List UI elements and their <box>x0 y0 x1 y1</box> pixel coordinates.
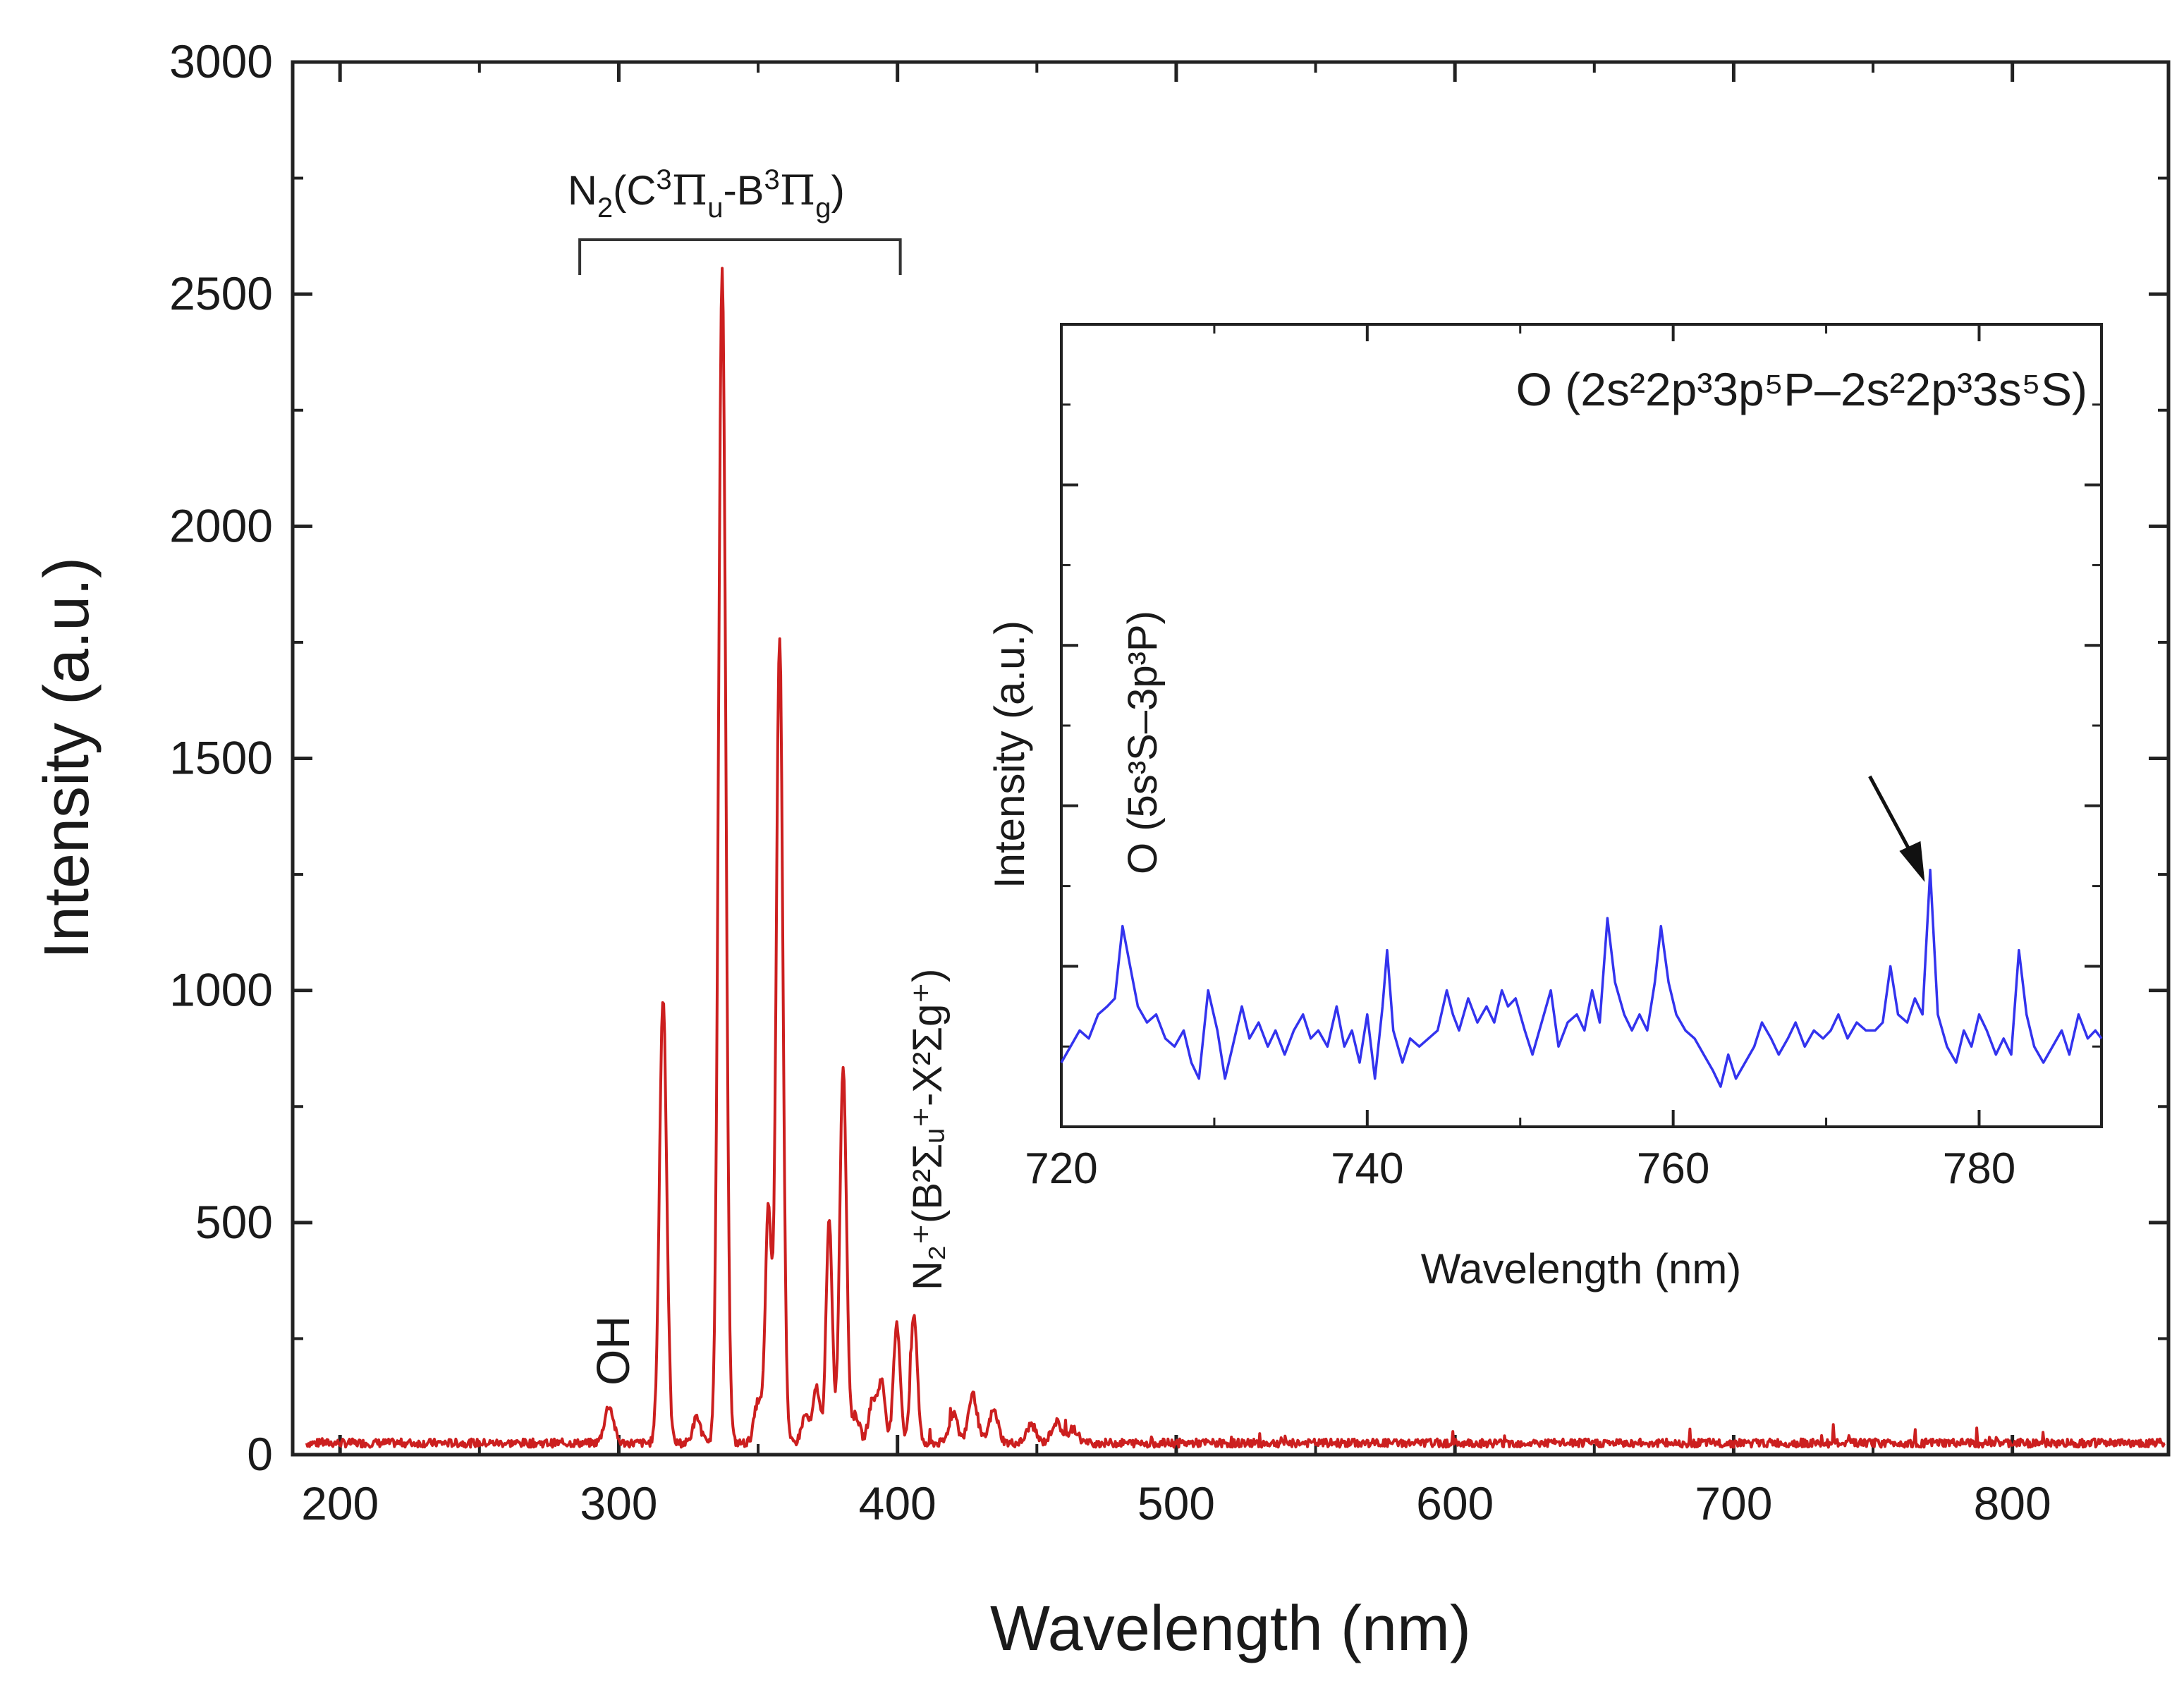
inset-x-tick-label: 740 <box>1331 1144 1403 1193</box>
inset-y-axis-title: Intensity (a.u.) <box>986 621 1033 888</box>
arrow-head <box>1899 841 1925 882</box>
main-y-tick-label: 0 <box>247 1428 273 1480</box>
main-x-tick-label: 700 <box>1695 1477 1772 1529</box>
inset-y-axis <box>1061 403 2101 1048</box>
main-spectrum-line <box>305 267 2166 1449</box>
main-x-tick-label: 200 <box>301 1477 379 1529</box>
inset-plot-background <box>1061 324 2101 1127</box>
inset-x-axis: 720 740 760 780 <box>1025 324 2015 1193</box>
main-plot: 200 300 400 500 600 700 800 0 500 1000 1500 2000 25… <box>32 35 2171 1664</box>
main-x-tick-label: 600 <box>1416 1477 1494 1529</box>
inset-x-tick-label: 780 <box>1943 1144 2015 1193</box>
main-x-tick-label: 300 <box>580 1477 657 1529</box>
oxygen-725-label: O (5s³S–3p³P) <box>1120 611 1166 874</box>
main-y-tick-label: 3000 <box>169 35 273 87</box>
inset-x-tick-label: 760 <box>1637 1144 1709 1193</box>
main-y-axis: 0 500 1000 1500 2000 2500 3000 <box>169 35 2168 1480</box>
main-y-axis-title: Intensity (a.u.) <box>32 557 102 959</box>
main-x-axis-title: Wavelength (nm) <box>990 1594 1471 1664</box>
main-x-tick-label: 400 <box>859 1477 937 1529</box>
oxygen-777-label: O (2s²2p³3p⁵P–2s²2p³3s⁵S) <box>1516 363 2087 415</box>
main-y-tick-label: 1000 <box>169 964 273 1016</box>
main-x-tick-label: 500 <box>1137 1477 1215 1529</box>
oh-band-label: OH <box>587 1316 639 1386</box>
inset-x-axis-title: Wavelength (nm) <box>1421 1245 1742 1292</box>
inset-spectrum-line <box>1060 869 2103 1088</box>
n2-bracket-line <box>578 238 902 275</box>
main-y-tick-label: 2000 <box>169 499 273 551</box>
n2-band-bracket <box>578 238 902 275</box>
main-x-tick-label: 800 <box>1974 1477 2051 1529</box>
main-y-tick-label: 2500 <box>169 267 273 319</box>
n2-plus-band-label: N₂⁺(B²Σᵤ⁺-X²Σg⁺) <box>905 969 951 1290</box>
n2-band-label: N2(C3Πu-B3Πg) <box>568 164 845 224</box>
main-y-tick-label: 1500 <box>169 732 273 784</box>
inset-plot: 720 740 760 780 Wavelength (nm) Intensity (… <box>986 323 2103 1292</box>
inset-x-tick-label: 720 <box>1025 1144 1097 1193</box>
oxygen-777-arrow <box>1868 775 1925 882</box>
main-y-tick-label: 500 <box>195 1196 273 1248</box>
